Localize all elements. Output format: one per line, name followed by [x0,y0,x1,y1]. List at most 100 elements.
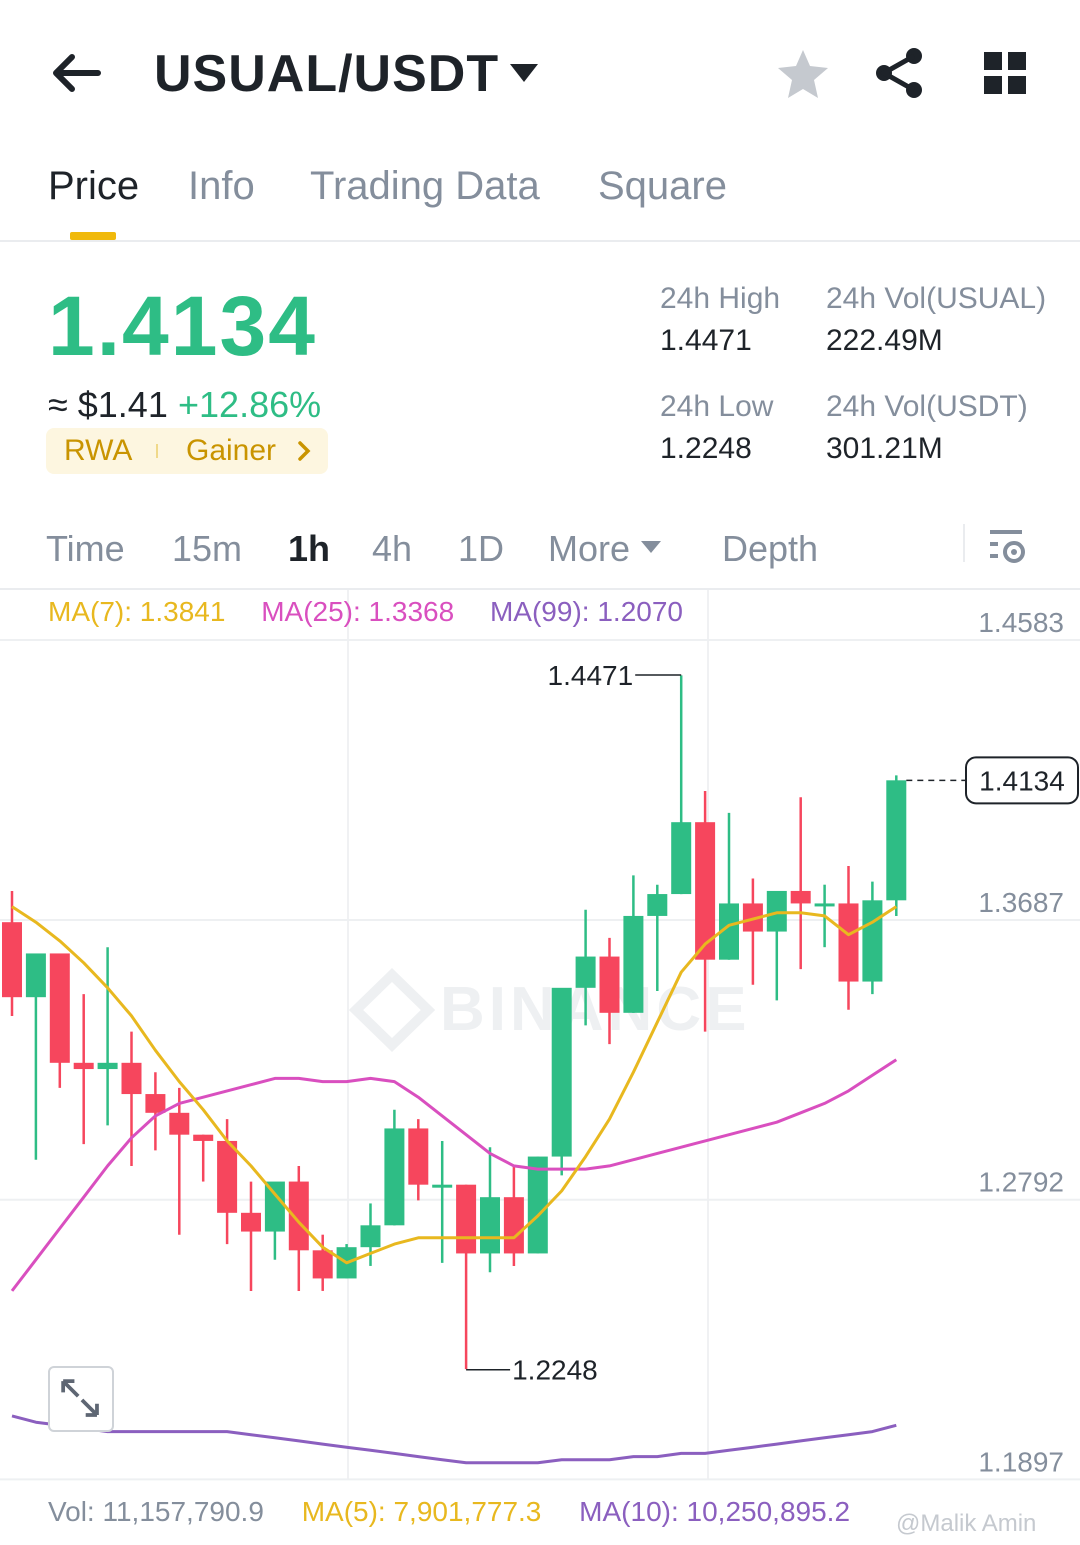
y-tick-label: 1.3687 [978,887,1064,918]
current-price-box [965,756,1079,805]
candle-body [719,903,739,960]
candle-body [766,890,787,932]
candle-body [312,1250,333,1279]
interval-divider [963,524,965,562]
chevron-right-icon [298,441,311,461]
chart-settings-icon[interactable] [988,526,1028,566]
star-icon[interactable] [776,48,830,100]
vol-base-label: 24h Vol(USUAL) [826,282,1047,315]
candle-body [862,900,883,982]
grid-icon[interactable] [982,50,1028,96]
change-percent: +12.86% [178,384,322,425]
candle-body [193,1134,214,1141]
top-bar: USUAL/USDT [0,0,1080,140]
interval-1h[interactable]: 1h [288,528,331,569]
candle-body [217,1140,238,1213]
candle-body [551,987,572,1157]
tab-bar: Price Info Trading Data Square [0,150,1080,242]
back-arrow-icon[interactable] [48,48,104,98]
fullscreen-button[interactable] [48,1366,114,1432]
candle-body [599,956,620,1013]
candle-body [695,822,716,960]
watermark-username: @Malik Amin [896,1510,1037,1537]
vol-base-value: 222.49M [826,324,943,357]
last-price: 1.4134 [48,279,317,373]
tab-trading-data[interactable]: Trading Data [310,164,540,208]
interval-more[interactable]: More [548,528,631,569]
binance-logo-icon [348,968,436,1052]
candle-body [25,953,46,998]
ma99-label: MA(99): 1.2070 [489,596,683,627]
candle-body [886,780,907,901]
caret-down-icon[interactable] [508,62,540,84]
candle-body [145,1094,166,1113]
interval-bar: Time 15m 1h 4h 1D More Depth [0,510,1080,590]
high-value: 1.4471 [660,324,752,357]
tag-gainer[interactable]: Gainer [186,434,277,467]
ma7-label: MA(7): 1.3841 [48,596,226,627]
candle-body [121,1062,142,1095]
tab-square[interactable]: Square [598,164,727,208]
interval-4h[interactable]: 4h [372,528,413,569]
candle-body [49,953,70,1063]
candle-body [742,903,763,932]
candle-body [432,1184,453,1188]
candle-body [97,1062,118,1070]
candle-body [408,1128,429,1185]
y-tick-label: 1.4583 [978,607,1064,638]
candle-body [169,1112,190,1135]
interval-time[interactable]: Time [46,528,125,569]
candle-body [527,1156,548,1254]
y-tick-label: 1.1897 [978,1446,1064,1477]
candle-body [360,1225,381,1248]
y-tick-label: 1.2792 [978,1167,1064,1198]
low-label: 24h Low [660,390,774,423]
active-tab-indicator [70,232,116,240]
interval-15m[interactable]: 15m [172,528,243,569]
candle-body [264,1181,285,1232]
ma7-line [11,905,898,1265]
candle-body [288,1181,309,1251]
candle-body [647,894,668,916]
expand-icon [61,1379,99,1417]
ma-legend: MA(7): 1.3841 MA(25): 1.3368 MA(99): 1.2… [48,596,711,628]
tag-rwa[interactable]: RWA [64,434,133,467]
caret-down-icon[interactable] [640,540,662,554]
tag-box[interactable]: RWA Gainer [46,428,328,474]
ma25-label: MA(25): 1.3368 [261,596,455,627]
ma25-line [10,1058,898,1292]
tab-price[interactable]: Price [48,164,140,208]
vol-quote-value: 301.21M [826,432,943,465]
volume-legend: Vol: 11,157,790.9 MA(5): 7,901,777.3 MA(… [48,1496,880,1528]
usd-price: ≈ $1.41 [48,384,168,425]
volume-label: Vol: 11,157,790.9 [48,1496,264,1527]
interval-1d[interactable]: 1D [458,528,505,569]
candle-body [838,903,859,982]
interval-depth[interactable]: Depth [722,528,819,569]
ma99-line [11,1414,897,1465]
pair-title[interactable]: USUAL/USDT [154,45,500,103]
candle-body [623,915,644,1013]
candle-body [480,1197,500,1254]
vol-quote-label: 24h Vol(USDT) [826,390,1028,423]
share-icon[interactable] [872,46,926,100]
low-value: 1.2248 [660,432,752,465]
candle-body [384,1128,405,1226]
candle-body [2,922,22,998]
tag-divider [156,444,158,458]
candle-body [456,1184,477,1254]
candle-body [814,903,835,907]
candle-body [790,890,811,904]
high-label: 24h High [660,282,781,315]
tab-info[interactable]: Info [188,164,255,208]
candle-body [671,822,692,895]
current-price-label: 1.4134 [979,765,1065,796]
low-annotation-label: 1.2248 [512,1355,598,1386]
candle-body [575,956,596,988]
candlestick-chart[interactable]: BINANCE1.45831.36871.27921.18971.44711.2… [0,590,1080,1490]
volume-ma5-label: MA(5): 7,901,777.3 [301,1496,542,1527]
candle-body [503,1197,524,1254]
candle-body [241,1212,261,1232]
volume-ma10-label: MA(10): 10,250,895.2 [579,1496,851,1527]
high-annotation-label: 1.4471 [548,660,634,691]
